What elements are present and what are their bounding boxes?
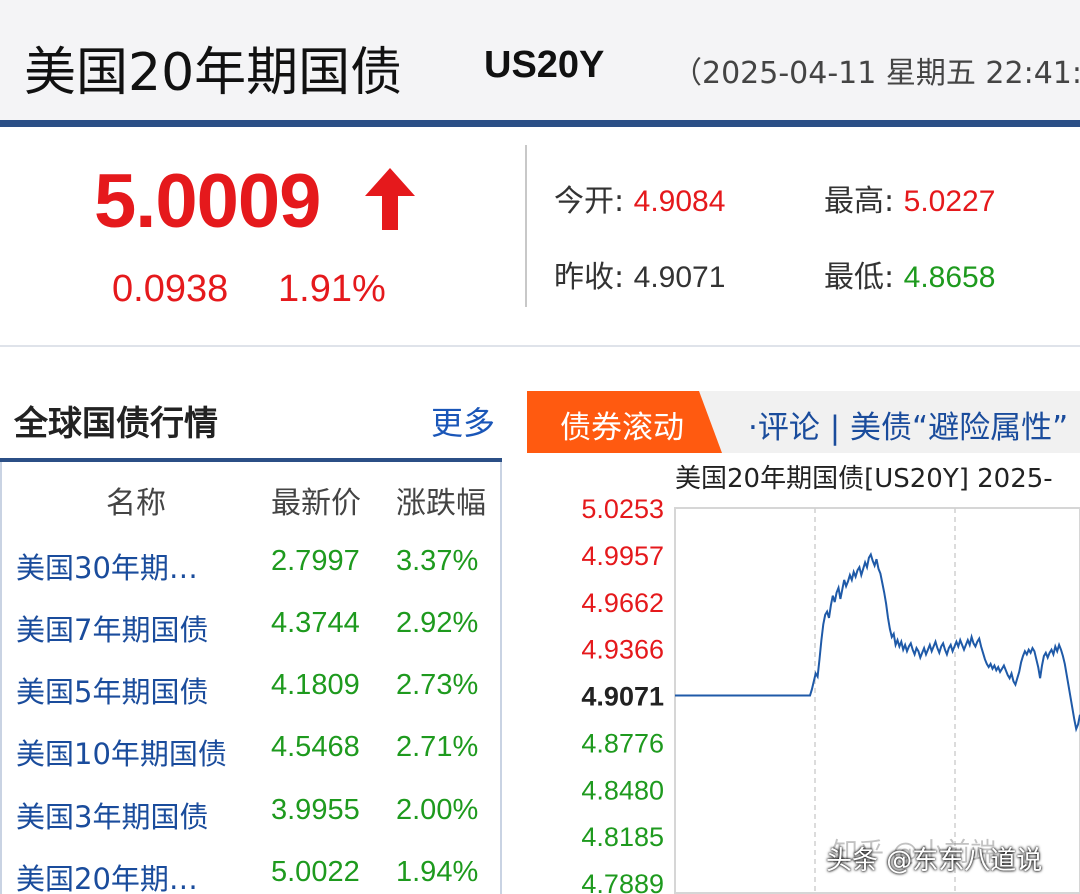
header-divider bbox=[0, 120, 1080, 127]
stat-open: 今开: 4.9084 bbox=[554, 176, 725, 220]
stat-high: 最高: 5.0227 bbox=[824, 176, 995, 220]
bond-name[interactable]: 美国7年期国债 bbox=[16, 613, 209, 647]
stat-high-value: 5.0227 bbox=[903, 185, 996, 218]
bond-change: 2.71% bbox=[396, 731, 479, 763]
tab-bond-rolling-label[interactable]: 债券滚动 bbox=[560, 410, 684, 446]
stat-low: 最低: 4.8658 bbox=[824, 252, 995, 296]
column-header-change: 涨跌幅 bbox=[396, 486, 486, 521]
current-price: 5.0009 bbox=[94, 159, 321, 244]
news-ticker[interactable]: ·评论 | 美债“避险属性” bbox=[748, 410, 1069, 446]
chart-y-tick-label: 4.8776 bbox=[581, 728, 664, 758]
bond-last: 5.0022 bbox=[271, 856, 360, 888]
stat-open-value: 4.9084 bbox=[633, 185, 726, 218]
table-row[interactable]: 美国5年期国债 4.1809 2.73% bbox=[0, 669, 500, 731]
chart-y-tick-label: 5.0253 bbox=[581, 494, 664, 524]
chart-plot-area bbox=[674, 507, 1080, 894]
chart-y-tick-label: 4.9366 bbox=[581, 635, 664, 665]
page-header: 美国20年期国债 US20Y （2025-04-11 星期五 22:41:1 bbox=[0, 0, 1080, 120]
bond-change: 2.73% bbox=[396, 669, 479, 701]
chart-series-line bbox=[675, 552, 1080, 733]
bond-change: 2.92% bbox=[396, 607, 479, 639]
watermark: 头条 @东东八道说 bbox=[826, 846, 1043, 876]
column-header-name: 名称 bbox=[106, 486, 166, 521]
bond-change: 1.94% bbox=[396, 856, 479, 888]
watermark-secondary: 知乎 @小前端 bbox=[832, 838, 997, 868]
price-change: 0.0938 bbox=[112, 268, 229, 310]
more-link[interactable]: 更多 bbox=[431, 404, 496, 442]
table-top-border bbox=[0, 458, 502, 462]
bond-name[interactable]: 美国5年期国债 bbox=[16, 675, 209, 709]
stat-low-label: 最低: bbox=[824, 260, 895, 295]
intraday-chart: 5.0253 4.9957 4.9662 4.9366 4.9071 4.8776 4.84… bbox=[581, 494, 1080, 894]
table-row[interactable]: 美国10年期国债 4.5468 2.71% bbox=[0, 731, 500, 793]
stat-high-label: 最高: bbox=[824, 184, 895, 219]
bond-last: 4.3744 bbox=[271, 607, 360, 639]
table-row[interactable]: 美国3年期国债 3.9955 2.00% bbox=[0, 794, 500, 856]
chart-y-tick-label: 4.8480 bbox=[581, 775, 664, 805]
quote-divider bbox=[525, 145, 527, 307]
chart-y-tick-label: 4.9662 bbox=[581, 588, 664, 618]
bond-name[interactable]: 美国20年期… bbox=[16, 862, 198, 894]
table-row[interactable]: 美国20年期… 5.0022 1.94% bbox=[0, 856, 500, 894]
section-divider bbox=[0, 345, 1080, 347]
price-change-percent: 1.91% bbox=[278, 268, 386, 310]
bond-name[interactable]: 美国30年期… bbox=[16, 551, 198, 585]
bond-last: 4.5468 bbox=[271, 731, 360, 763]
chart-title: 美国20年期国债[US20Y] 2025- bbox=[675, 464, 1053, 494]
stat-prev-close-label: 昨收: bbox=[554, 260, 625, 295]
global-bonds-title: 全球国债行情 bbox=[14, 404, 218, 444]
tab-bond-rolling[interactable] bbox=[527, 391, 722, 453]
chart-y-tick-label: 4.8185 bbox=[581, 822, 664, 852]
table-row[interactable]: 美国7年期国债 4.3744 2.92% bbox=[0, 607, 500, 669]
global-bonds-table bbox=[0, 462, 502, 894]
page-title: 美国20年期国债 bbox=[24, 43, 403, 103]
quote-datetime: （2025-04-11 星期五 22:41:1 bbox=[672, 56, 1080, 91]
symbol-code: US20Y bbox=[484, 44, 605, 86]
stat-prev-close-value: 4.9071 bbox=[633, 261, 726, 294]
chart-y-tick-label: 4.9071 bbox=[581, 682, 664, 712]
bond-name[interactable]: 美国3年期国债 bbox=[16, 800, 209, 834]
stat-low-value: 4.8658 bbox=[903, 261, 996, 294]
stat-prev-close: 昨收: 4.9071 bbox=[554, 252, 725, 296]
up-arrow-icon bbox=[365, 168, 415, 230]
bond-change: 2.00% bbox=[396, 794, 479, 826]
bond-last: 3.9955 bbox=[271, 794, 360, 826]
bond-change: 3.37% bbox=[396, 545, 479, 577]
column-header-last: 最新价 bbox=[271, 486, 361, 521]
chart-y-tick-label: 4.7889 bbox=[581, 869, 664, 894]
table-row[interactable]: 美国30年期… 2.7997 3.37% bbox=[0, 545, 500, 607]
chart-y-tick-label: 4.9957 bbox=[581, 541, 664, 571]
bond-last: 4.1809 bbox=[271, 669, 360, 701]
bond-name[interactable]: 美国10年期国债 bbox=[16, 737, 227, 771]
bond-last: 2.7997 bbox=[271, 545, 360, 577]
stat-open-label: 今开: bbox=[554, 184, 625, 219]
